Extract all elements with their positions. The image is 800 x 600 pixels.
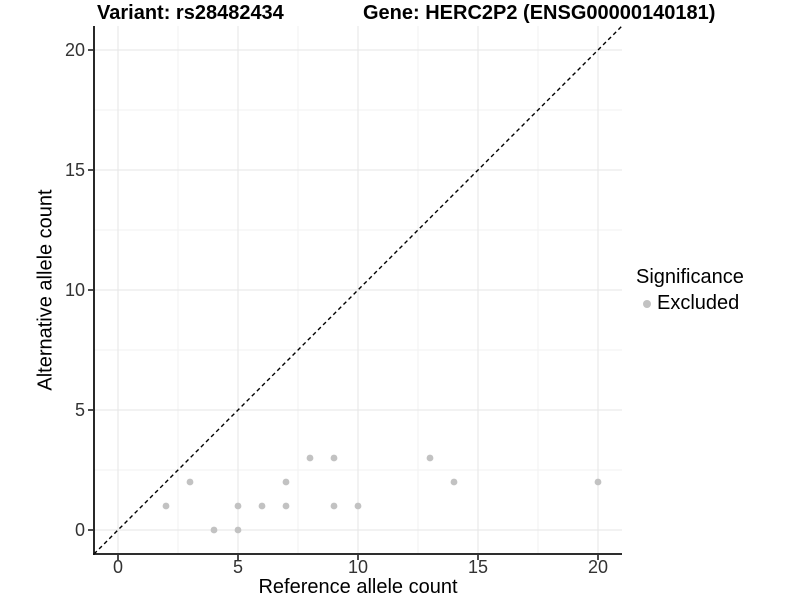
y-tick-label: 15 xyxy=(65,160,85,180)
identity-dashed-line xyxy=(93,25,623,555)
data-point xyxy=(330,454,338,462)
y-tick-label: 20 xyxy=(65,40,85,60)
legend-item-label: Excluded xyxy=(657,292,740,314)
data-point xyxy=(282,478,290,486)
y-tick-label: 0 xyxy=(75,520,85,540)
legend-title: Significance xyxy=(636,266,744,288)
data-point xyxy=(210,526,218,534)
data-point xyxy=(450,478,458,486)
variant-title: Variant: rs28482434 xyxy=(97,2,284,24)
x-tick-label: 0 xyxy=(113,557,123,577)
data-point xyxy=(354,502,362,510)
x-tick-label: 20 xyxy=(588,557,608,577)
data-point xyxy=(234,526,242,534)
data-point xyxy=(162,502,170,510)
legend: Significance Excluded xyxy=(636,266,744,315)
legend-item-excluded: Excluded xyxy=(636,292,744,315)
excluded-point-swatch-icon xyxy=(643,299,651,308)
data-point xyxy=(234,502,242,510)
data-point xyxy=(330,502,338,510)
gene-title: Gene: HERC2P2 (ENSG00000140181) xyxy=(363,2,716,24)
data-point xyxy=(594,478,602,486)
y-tick-label: 5 xyxy=(75,400,85,420)
data-point xyxy=(258,502,266,510)
x-tick-label: 5 xyxy=(233,557,243,577)
x-tick-label: 15 xyxy=(468,557,488,577)
data-point xyxy=(282,502,290,510)
data-point xyxy=(426,454,434,462)
y-tick-label: 10 xyxy=(65,280,85,300)
data-point xyxy=(186,478,194,486)
y-axis-title: Alternative allele count xyxy=(34,189,57,391)
x-tick-label: 10 xyxy=(348,557,368,577)
data-point xyxy=(306,454,314,462)
x-axis-title: Reference allele count xyxy=(258,576,458,598)
